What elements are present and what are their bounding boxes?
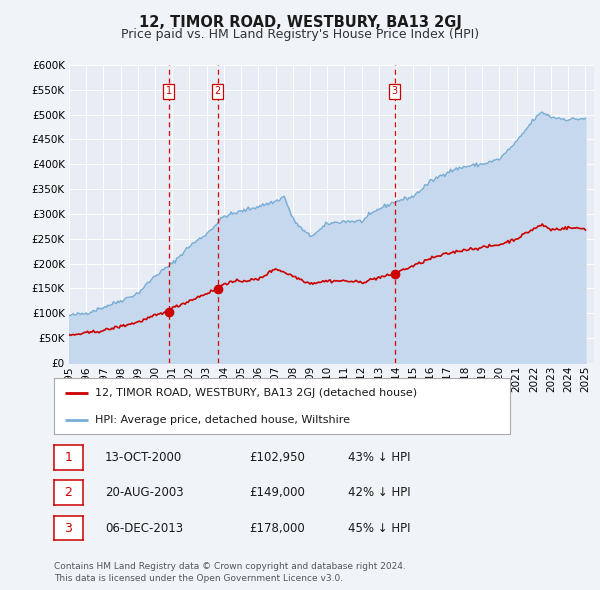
Text: 2: 2 (215, 86, 221, 96)
Text: 13-OCT-2000: 13-OCT-2000 (105, 451, 182, 464)
Text: Price paid vs. HM Land Registry's House Price Index (HPI): Price paid vs. HM Land Registry's House … (121, 28, 479, 41)
Text: 1: 1 (166, 86, 172, 96)
Text: 42% ↓ HPI: 42% ↓ HPI (348, 486, 410, 499)
Text: This data is licensed under the Open Government Licence v3.0.: This data is licensed under the Open Gov… (54, 574, 343, 583)
Text: Contains HM Land Registry data © Crown copyright and database right 2024.: Contains HM Land Registry data © Crown c… (54, 562, 406, 571)
Text: 3: 3 (392, 86, 398, 96)
Text: HPI: Average price, detached house, Wiltshire: HPI: Average price, detached house, Wilt… (95, 415, 350, 425)
Text: 20-AUG-2003: 20-AUG-2003 (105, 486, 184, 499)
Text: 12, TIMOR ROAD, WESTBURY, BA13 2GJ (detached house): 12, TIMOR ROAD, WESTBURY, BA13 2GJ (deta… (95, 388, 417, 398)
Text: £178,000: £178,000 (249, 522, 305, 535)
Text: 06-DEC-2013: 06-DEC-2013 (105, 522, 183, 535)
Text: 1: 1 (64, 451, 73, 464)
Text: 12, TIMOR ROAD, WESTBURY, BA13 2GJ: 12, TIMOR ROAD, WESTBURY, BA13 2GJ (139, 15, 461, 30)
Text: 2: 2 (64, 486, 73, 499)
Text: 43% ↓ HPI: 43% ↓ HPI (348, 451, 410, 464)
Text: 3: 3 (64, 522, 73, 535)
Text: £102,950: £102,950 (249, 451, 305, 464)
Text: 45% ↓ HPI: 45% ↓ HPI (348, 522, 410, 535)
Text: £149,000: £149,000 (249, 486, 305, 499)
